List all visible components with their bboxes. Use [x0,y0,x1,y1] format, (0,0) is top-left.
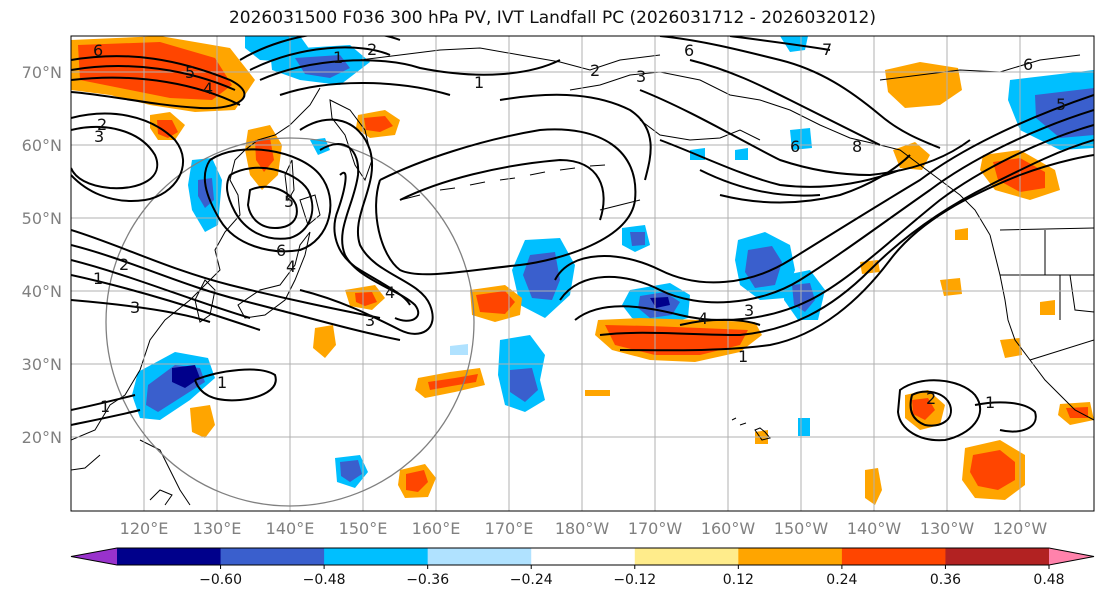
lon-label: 140°W [847,519,902,538]
colorbar-extend-low [71,548,117,565]
colorbar-label: −0.24 [510,572,553,588]
contour-labels: 6 5 4 2 3 1 2 6 3 2 1 6 7 5 6 8 5 6 4 2 … [93,40,1066,416]
latitude-labels: 70°N 60°N 50°N 40°N 30°N 20°N [22,63,62,447]
contour-label: 1 [333,48,343,67]
contour-label: 5 [185,63,195,82]
contour-label: 6 [93,41,103,60]
colorbar-extend-high [1049,548,1094,565]
lon-label: 150°E [339,519,388,538]
lon-label: 150°W [774,519,829,538]
contour-label: 4 [286,257,296,276]
ivt-contours [71,36,1094,442]
colorbar-bin [117,548,222,565]
lat-label: 40°N [22,282,62,301]
landfall-radius-circle [105,137,475,507]
contour-label: 6 [790,137,800,156]
contour-label: 7 [822,40,832,59]
lon-label: 130°E [193,519,242,538]
lon-label: 180°W [555,519,610,538]
colorbar-bin [841,548,946,565]
contour-label: 3 [365,311,375,330]
lat-label: 60°N [22,136,62,155]
colorbar-bin [634,548,739,565]
contour-label: 5 [1056,95,1066,114]
lat-label: 50°N [22,209,62,228]
colorbar-label: 0.24 [826,572,857,588]
contour-label: 4 [203,79,213,98]
colorbar-bin [945,548,1050,565]
colorbar-bin [427,548,532,565]
contour-label: 4 [698,309,708,328]
colorbar-label: −0.36 [406,572,449,588]
contour-label: 1 [985,393,995,412]
contour-label: 3 [636,67,646,86]
lon-label: 140°E [266,519,315,538]
map-title: 2026031500 F036 300 hPa PV, IVT Landfall… [228,8,876,28]
colorbar-bin [220,548,325,565]
colorbar-outline [70,547,1095,566]
contour-label: 1 [738,347,748,366]
colorbar-label: −0.48 [303,572,346,588]
contour-label: 1 [474,73,484,92]
lon-label: 120°E [120,519,169,538]
contour-label: 3 [94,127,104,146]
colorbar-label: 0.36 [930,572,961,588]
map-frame [70,35,1095,512]
colorbar-label: 0.48 [1033,572,1064,588]
contour-label: 2 [367,40,377,59]
contour-label: 2 [119,255,129,274]
contour-label: 6 [276,241,286,260]
colorbar-bin [324,548,429,565]
lon-label: 160°W [701,519,756,538]
contour-label: 1 [217,373,227,392]
contour-label: 3 [744,301,754,320]
colorbar-bin [738,548,843,565]
contour-label: 3 [130,298,140,317]
contour-label: 6 [684,41,694,60]
contour-label: 4 [385,283,395,302]
contour-label: 2 [590,61,600,80]
lon-label: 170°E [485,519,534,538]
lon-label: 160°E [412,519,461,538]
lat-label: 20°N [22,428,62,447]
longitude-labels: 120°E 130°E 140°E 150°E 160°E 170°E 180°… [120,519,1048,538]
contour-label: 2 [926,389,936,408]
lat-label: 30°N [22,355,62,374]
colorbar-label: −0.12 [613,572,656,588]
lon-label: 130°W [920,519,975,538]
lon-label: 120°W [993,519,1048,538]
colorbar-label: 0.12 [723,572,754,588]
colorbar-label: −0.60 [199,572,242,588]
lon-label: 170°W [628,519,683,538]
colorbar-bin [531,548,636,565]
lat-label: 70°N [22,63,62,82]
graticule [71,36,1094,511]
contour-label: 2 [97,115,107,134]
contour-label: 6 [1023,55,1033,74]
contour-label: 5 [284,192,294,211]
colorbar: −0.60 −0.48 −0.36 −0.24 −0.12 0.12 0.24 0.36 0.4… [70,547,1095,588]
contour-label: 1 [93,269,103,288]
contour-label: 8 [852,137,862,156]
contour-label: 1 [100,397,110,416]
